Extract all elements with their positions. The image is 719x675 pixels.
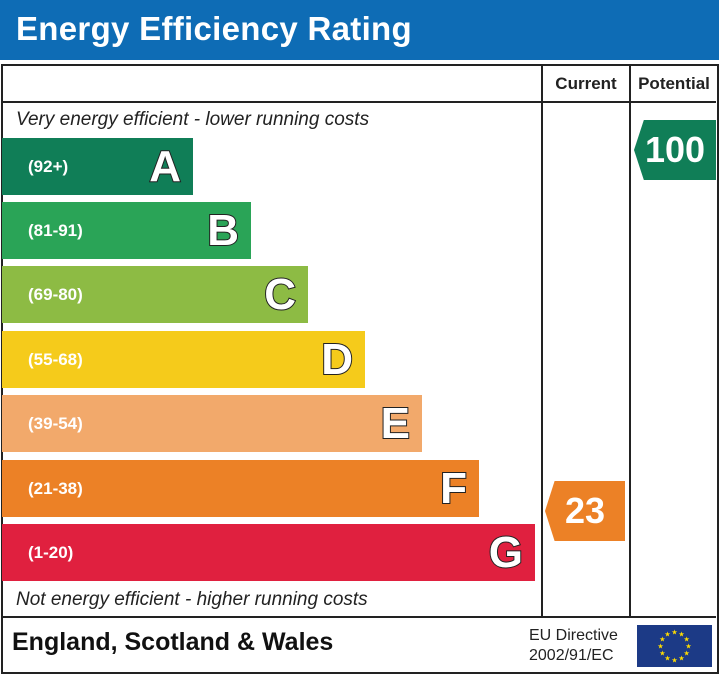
band-range: (69-80): [28, 284, 83, 304]
band-g: (1-20) G: [2, 524, 535, 581]
band-range: (39-54): [28, 413, 83, 433]
band-range: (1-20): [28, 542, 74, 562]
footer-divider: [2, 616, 716, 618]
current-rating-value: 23: [564, 490, 606, 531]
current-column-header: Current: [555, 74, 617, 93]
band-range: (21-38): [28, 478, 83, 498]
band-d: (55-68) D: [2, 331, 365, 388]
band-e: (39-54) E: [2, 395, 422, 452]
current-rating-arrow: 23: [545, 481, 625, 541]
svg-text:★: ★: [671, 629, 677, 637]
band-letter: E: [380, 398, 411, 449]
band-letter: B: [206, 205, 240, 256]
band-c: (69-80) C: [2, 266, 308, 323]
potential-rating-value: 100: [644, 129, 706, 170]
eu-directive: EU Directive 2002/91/EC: [529, 626, 618, 666]
band-letter: A: [148, 141, 182, 192]
band-letter: C: [263, 269, 297, 320]
directive-line-1: EU Directive: [529, 627, 618, 644]
svg-text:★: ★: [683, 650, 689, 658]
svg-text:★: ★: [678, 630, 684, 638]
band-f: (21-38) F: [2, 460, 479, 517]
header-divider: [2, 101, 716, 103]
band-range: (81-91): [28, 220, 83, 240]
bottom-note: Not energy efficient - higher running co…: [16, 589, 368, 610]
chart-title: Energy Efficiency Rating: [16, 10, 412, 47]
band-letter: G: [488, 527, 524, 578]
svg-text:★: ★: [683, 636, 689, 644]
band-a: (92+) A: [2, 138, 193, 195]
svg-text:★: ★: [659, 650, 665, 658]
potential-column-divider: [629, 66, 631, 618]
title-bar: [0, 0, 719, 60]
band-range: (92+): [28, 156, 69, 176]
svg-text:★: ★: [678, 655, 684, 663]
svg-text:★: ★: [685, 643, 691, 651]
potential-rating-arrow: 100: [634, 120, 716, 180]
band-letter: D: [320, 334, 354, 385]
top-note: Very energy efficient - lower running co…: [16, 109, 370, 130]
band-range: (55-68): [28, 349, 83, 369]
region-label: England, Scotland & Wales: [12, 628, 334, 656]
current-column-divider: [541, 66, 543, 618]
eu-flag-icon: ★★★★★★★★★ ★ ★★: [637, 625, 712, 667]
band-letter: F: [439, 463, 468, 514]
svg-text:★: ★: [664, 655, 670, 663]
svg-text:★: ★: [659, 636, 665, 644]
svg-text:★: ★: [657, 643, 663, 651]
potential-column-header: Potential: [638, 74, 710, 93]
svg-text:★: ★: [664, 630, 670, 638]
directive-line-2: 2002/91/EC: [529, 647, 614, 664]
svg-text:★: ★: [671, 657, 677, 665]
band-b: (81-91) B: [2, 202, 251, 259]
